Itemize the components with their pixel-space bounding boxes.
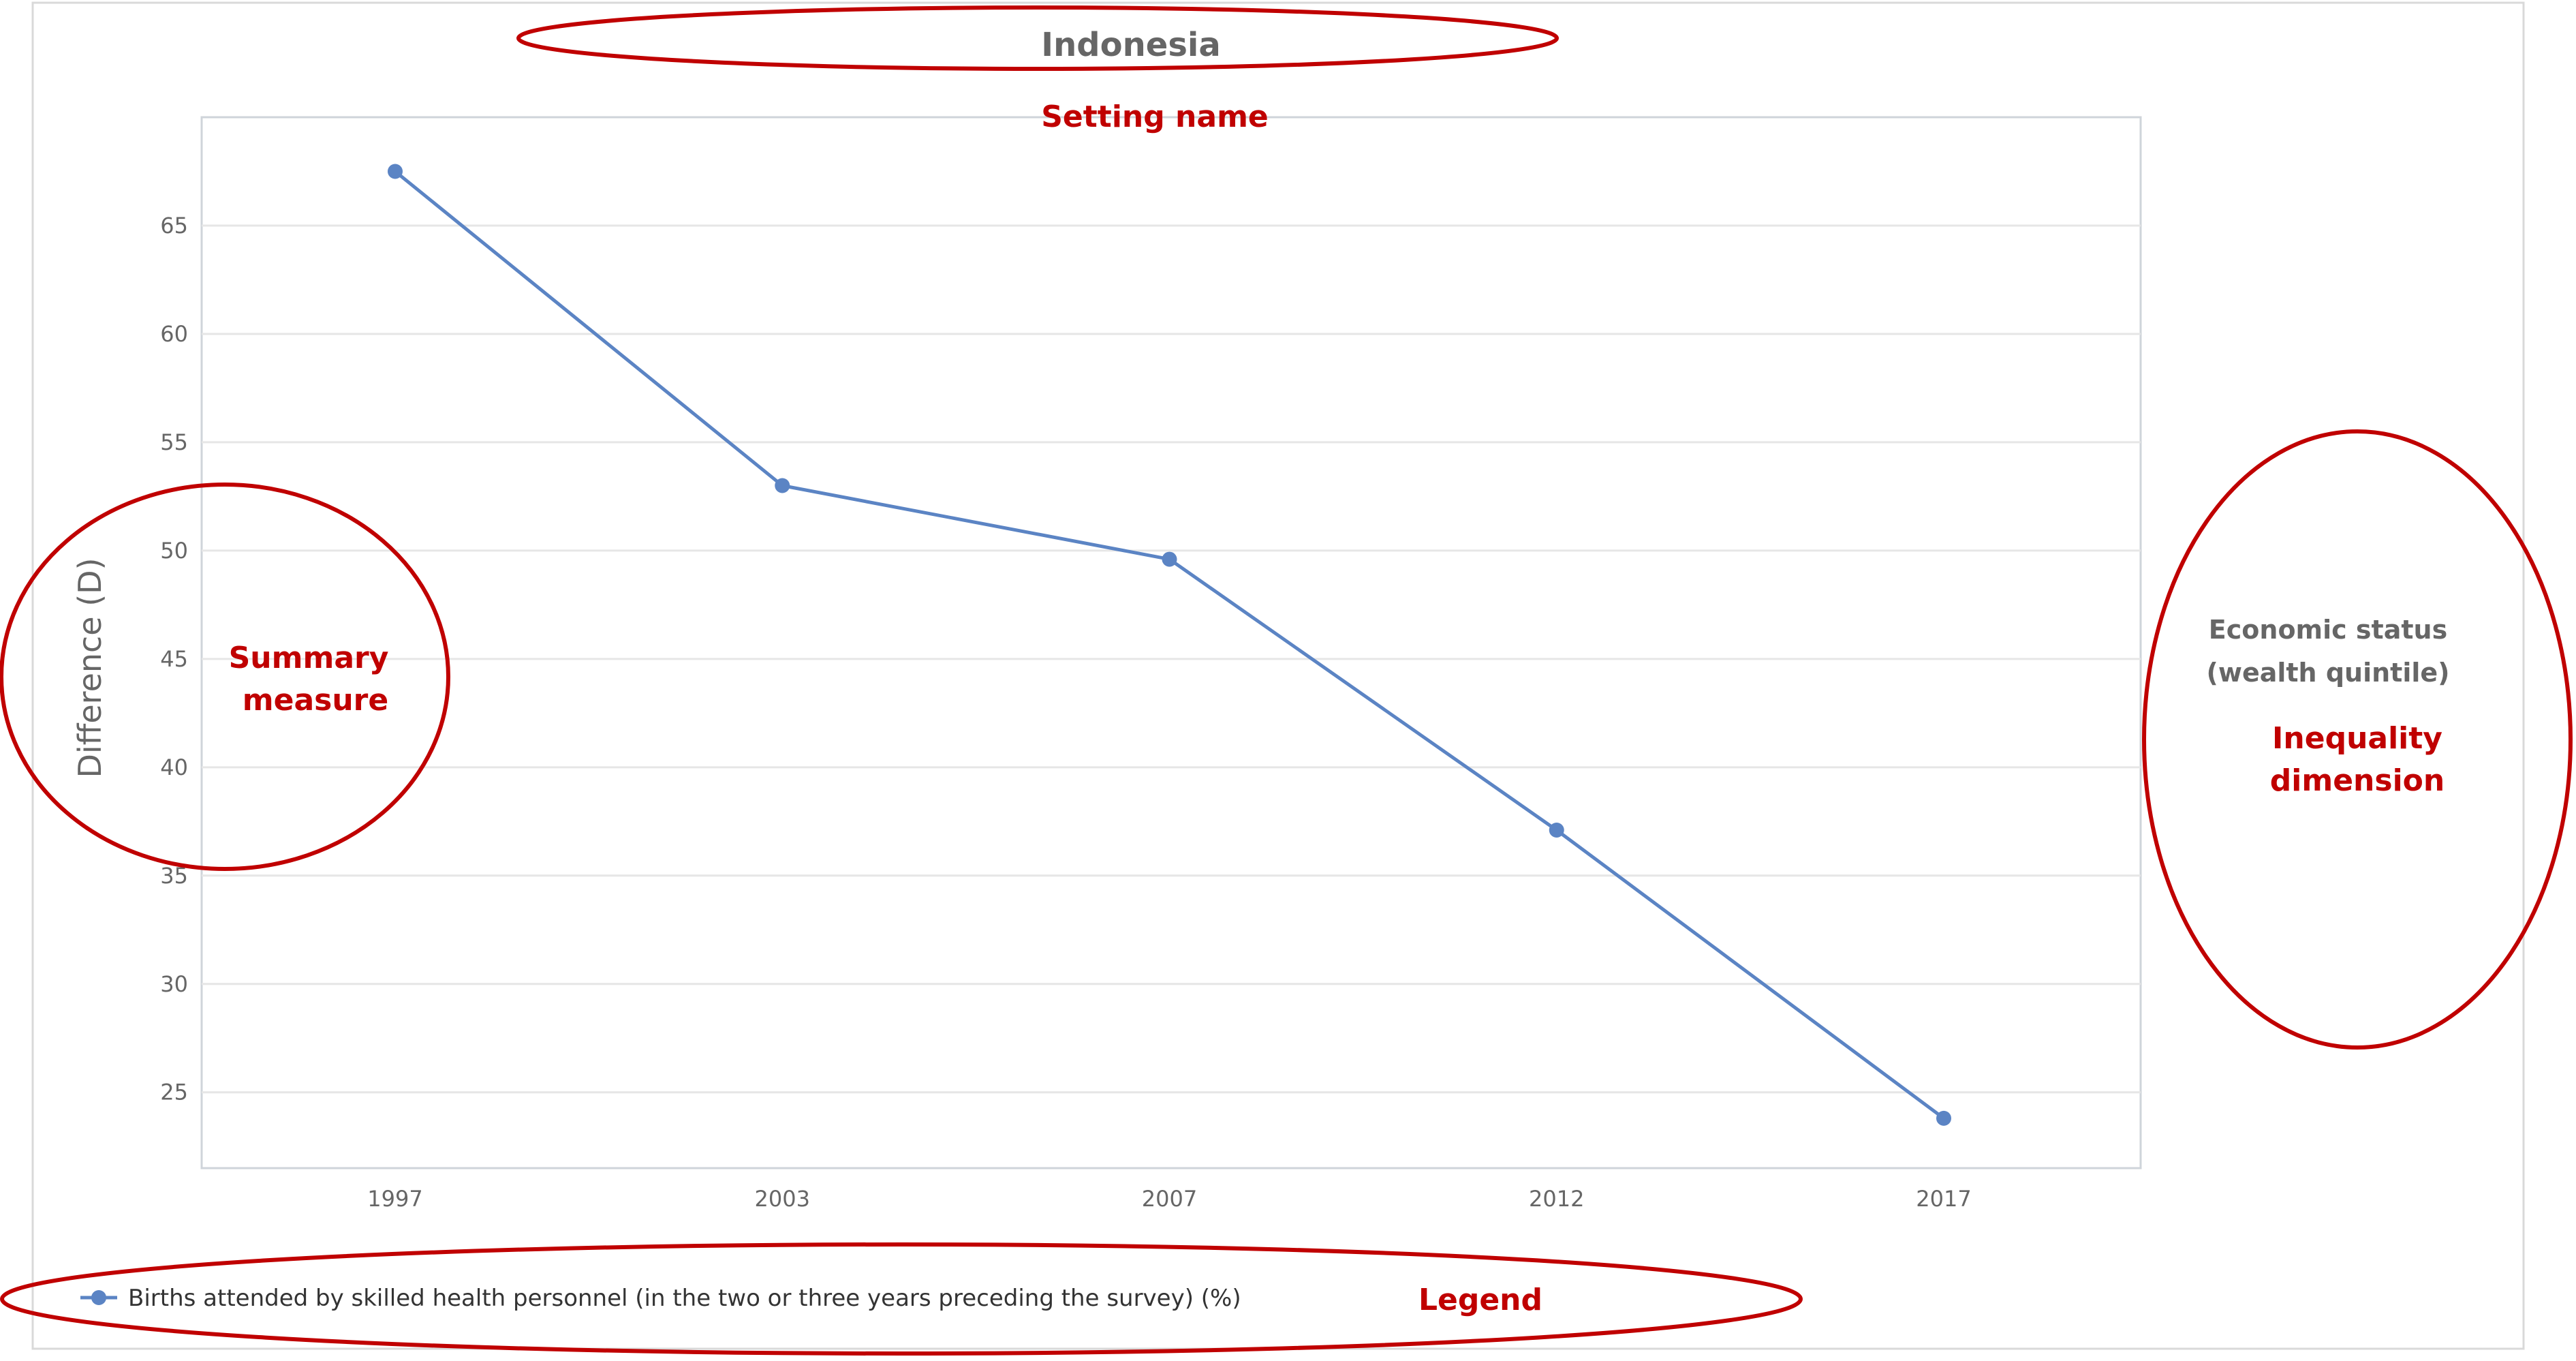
y-tick-label-50: 50 xyxy=(160,538,188,564)
legend-annotation-ellipse xyxy=(0,1242,1803,1356)
x-tick-label-1997: 1997 xyxy=(367,1186,422,1212)
gridlines xyxy=(202,224,2141,1094)
inequality-dimension-label-line-2: (wealth quintile) xyxy=(2206,658,2449,688)
x-tick-label-2007: 2007 xyxy=(1142,1186,1197,1212)
legend-marker-icon xyxy=(91,1290,106,1305)
legend-series-label: Births attended by skilled health person… xyxy=(128,1285,1241,1312)
summary-measure-annotation-line-2: measure xyxy=(243,683,388,718)
y-tick-label-25: 25 xyxy=(160,1080,188,1105)
x-tick-label-2017: 2017 xyxy=(1916,1186,1971,1212)
annotation-ellipses xyxy=(0,5,2573,1356)
inequality-dimension-annotation-line-1: Inequality xyxy=(2272,721,2442,756)
chart-title: Indonesia xyxy=(1041,26,1221,64)
x-axis-ticks: 1997 2003 2007 2012 2017 xyxy=(367,1186,1971,1212)
y-tick-label-60: 60 xyxy=(160,321,188,347)
x-tick-label-2012: 2012 xyxy=(1529,1186,1584,1212)
legend-annotation: Legend xyxy=(1418,1283,1542,1317)
x-tick-label-2003: 2003 xyxy=(755,1186,810,1212)
data-point-2003[interactable] xyxy=(775,478,790,493)
y-tick-label-40: 40 xyxy=(160,754,188,780)
inequality-dimension-annotation-line-2: dimension xyxy=(2270,763,2445,798)
y-tick-label-55: 55 xyxy=(160,429,188,455)
data-point-1997[interactable] xyxy=(388,164,403,179)
data-point-2012[interactable] xyxy=(1549,823,1564,838)
title-annotation-ellipse xyxy=(516,5,1559,71)
series-layer xyxy=(388,164,1951,1126)
data-point-2017[interactable] xyxy=(1936,1110,1951,1126)
plot-area xyxy=(200,116,2142,1169)
inequality-dimension-label-line-1: Economic status xyxy=(2209,615,2447,645)
data-point-2007[interactable] xyxy=(1162,551,1177,567)
y-tick-label-65: 65 xyxy=(160,213,188,239)
y-tick-label-30: 30 xyxy=(160,971,188,997)
summary-measure-annotation-ellipse xyxy=(0,483,450,871)
setting-name-annotation: Setting name xyxy=(1041,100,1269,134)
inequality-dimension-annotation-ellipse xyxy=(2142,429,2573,1050)
legend[interactable]: Births attended by skilled health person… xyxy=(80,1285,1241,1312)
summary-measure-annotation-line-1: Summary xyxy=(229,641,389,675)
y-tick-label-45: 45 xyxy=(160,646,188,672)
y-axis-label: Difference (D) xyxy=(72,557,108,778)
